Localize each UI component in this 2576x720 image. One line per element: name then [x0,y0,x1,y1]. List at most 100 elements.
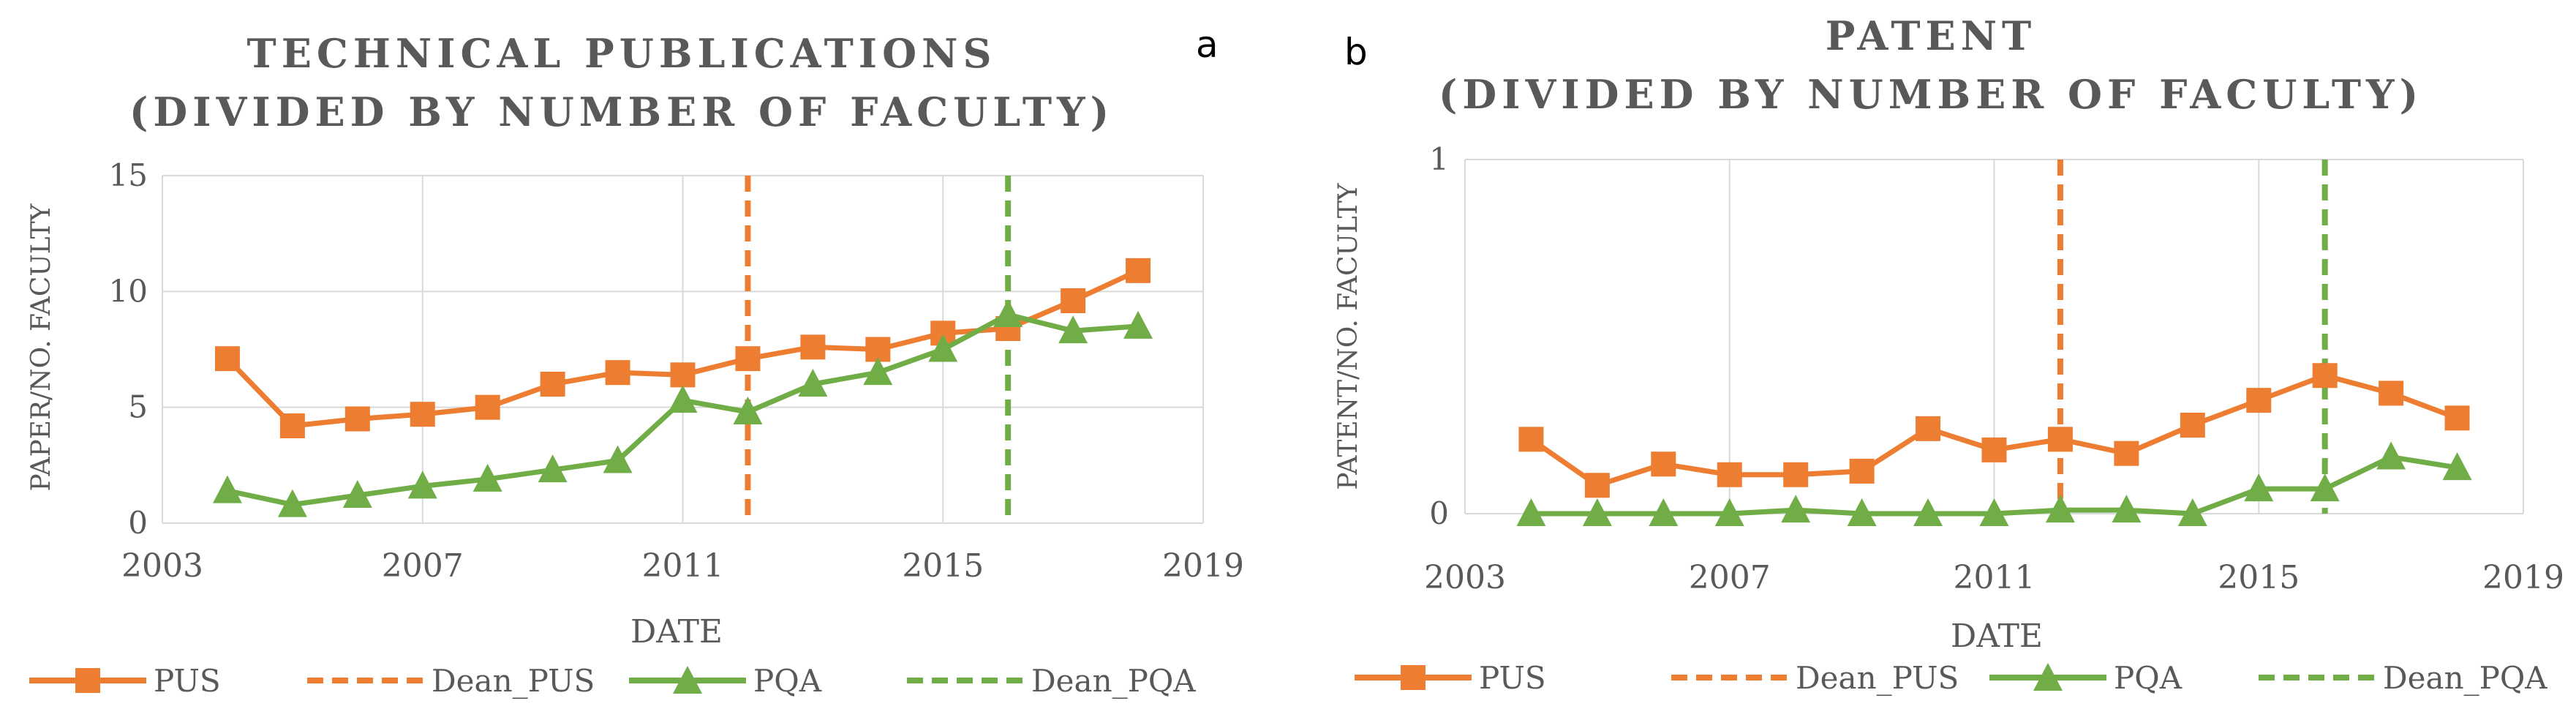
chart-b-xtick-label: 2019 [2482,559,2564,596]
chart-a-point-PQA [863,357,893,386]
chart-b-point-PQA [1582,498,1612,526]
chart-a-point-PUS [540,372,565,397]
chart-b-point-PUS [1981,437,2007,462]
chart-a-point-PQA [668,385,698,413]
chart-b-point-PUS [2114,440,2139,466]
chart-b-point-PUS [2312,363,2338,389]
chart-a-point-PQA [472,463,502,492]
chart-a-title-line2: (DIVIDED BY NUMBER OF FACULTY) [129,89,1114,135]
chart-b-point-PQA [1714,498,1744,526]
chart-a-point-PUS [279,413,305,438]
chart-a-point-PUS [344,406,370,432]
chart-b-point-PQA [1847,498,1877,526]
chart-a-point-PQA [928,334,958,362]
chart-a-point-PUS [214,346,240,372]
chart-b-legend-PUS-label: PUS [1479,660,1546,696]
chart-a-xtick-label: 2019 [1162,547,1244,585]
chart-a-point-PUS [735,346,761,372]
chart-a-xtick-label: 2015 [902,547,984,585]
chart-a-legend-PUS-marker [75,668,100,693]
chart-a-point-PUS [475,394,500,420]
chart-b-point-PUS [2246,388,2272,413]
chart-a-point-PQA [538,454,568,483]
chart-a-title-line1: TECHNICAL PUBLICATIONS [247,30,997,77]
chart-b-point-PQA [1516,498,1546,526]
chart-b-legend-PQA-label: PQA [2114,660,2183,696]
chart-a-ylabel: PAPER/NO. FACULTY [26,203,56,491]
chart-b-point-PQA [1979,498,2009,526]
chart-a-legend-PQA-marker [673,666,702,694]
chart-b-point-PUS [1783,462,1809,487]
chart-a-xtick-label: 2003 [121,547,203,585]
chart-b-plot: 0 1 2003 2007 2011 2015 2019 [1424,141,2564,596]
chart-a-ytick-label: 15 [109,157,148,193]
chart-a-legend-Dean_PQA-label: Dean_PQA [1031,663,1196,699]
chart-b-point-PUS [2180,413,2205,438]
chart-a-xlabel: DATE [630,613,723,650]
chart-a-point-PUS [1126,258,1151,283]
chart-b-title-line1: PATENT [1826,12,2037,59]
chart-b-point-PQA [1913,498,1943,526]
chart-panel-a: TECHNICAL PUBLICATIONS (DIVIDED BY NUMBE… [26,23,1244,699]
chart-a-point-PQA [733,397,763,424]
chart-b-panel-label: b [1344,31,1368,73]
chart-a-plot: 0 5 10 15 2003 2007 2011 2015 2019 [109,157,1244,585]
chart-a-point-PQA [993,299,1023,327]
chart-b-point-PQA [1649,498,1679,526]
chart-b-point-PQA [2442,452,2472,481]
chart-a-point-PQA [407,470,437,499]
chart-b-legend-PQA-marker [2033,663,2063,691]
chart-a-point-PQA [798,369,828,397]
chart-b-ytick-label: 1 [1429,141,1449,177]
chart-a-legend-PQA-label: PQA [753,663,822,699]
chart-b-point-PUS [2444,405,2470,431]
chart-a-xtick-label: 2011 [642,547,724,585]
chart-b-legend-Dean_PUS-label: Dean_PUS [1796,660,1959,696]
chart-b-point-PUS [1518,427,1544,452]
chart-b-xtick-label: 2007 [1689,559,1771,596]
chart-b-point-PUS [2379,380,2404,406]
chart-b-point-PUS [1849,458,1875,484]
chart-a-point-PQA [212,475,242,503]
chart-a-point-PQA [342,480,372,508]
chart-b-ylabel: PATENT/NO. FACULTY [1333,182,1363,490]
chart-a-legend: PUS Dean_PUS PQA Dean_PQA [29,663,1196,699]
chart-a-point-PQA [1123,310,1153,339]
chart-b-point-PUS [1916,416,1941,441]
chart-b-point-PQA [2376,441,2406,470]
chart-b-point-PUS [1717,462,1742,487]
chart-a-point-PQA [1058,315,1088,344]
chart-a-point-PUS [670,362,696,388]
chart-b-point-PQA [2177,498,2207,526]
chart-a-xtick-label: 2007 [382,547,464,585]
chart-b-title-line2: (DIVIDED BY NUMBER OF FACULTY) [1439,71,2423,118]
chart-b-xlabel: DATE [1951,618,2043,655]
chart-b-point-PUS [1651,451,1676,477]
chart-a-panel-label: a [1196,23,1219,66]
chart-b-legend-Dean_PQA-label: Dean_PQA [2383,660,2547,696]
chart-b-xtick-label: 2011 [1954,559,2035,596]
chart-b-xtick-label: 2015 [2218,559,2300,596]
chart-a-point-PUS [410,402,435,427]
chart-b-point-PQA [2244,473,2274,502]
chart-a-point-PQA [603,445,633,473]
chart-b-xtick-label: 2003 [1424,559,1506,596]
chart-b-point-PUS [1584,473,1610,498]
chart-b-point-PQA [2045,495,2075,523]
chart-a-ytick-label: 10 [109,273,148,309]
chart-a-legend-PUS-label: PUS [154,663,221,699]
chart-a-point-PUS [1061,288,1086,313]
chart-b-legend: PUS Dean_PUS PQA Dean_PQA [1355,660,2547,696]
chart-b-ytick-label: 0 [1429,495,1449,531]
chart-b-point-PQA [2310,473,2340,502]
chart-b-legend-PUS-marker [1401,665,1426,690]
chart-b-point-PQA [2112,495,2142,523]
chart-b-point-PQA [1781,495,1811,523]
chart-a-point-PUS [800,334,826,360]
chart-b-point-PUS [2047,427,2073,452]
chart-a-point-PUS [605,360,630,386]
chart-a-ytick-label: 5 [128,389,148,425]
chart-panel-b: PATENT (DIVIDED BY NUMBER OF FACULTY) b … [1333,12,2564,696]
chart-a-ytick-label: 0 [128,505,148,541]
